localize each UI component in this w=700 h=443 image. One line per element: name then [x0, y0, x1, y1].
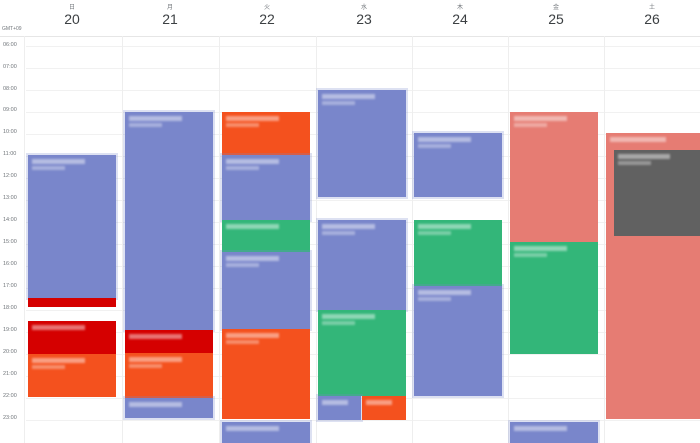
hour-gridline	[26, 46, 700, 47]
hour-gridline	[26, 420, 700, 421]
day-of-week: 火	[263, 5, 270, 11]
day-header-sun[interactable]: 日 20	[24, 0, 120, 36]
calendar-event[interactable]	[28, 354, 116, 397]
calendar-event[interactable]	[362, 396, 406, 420]
hour-label: 22:00	[3, 393, 17, 399]
hour-label: 21:00	[3, 371, 17, 377]
day-of-week: 日	[68, 5, 75, 11]
calendar-event[interactable]	[222, 422, 310, 443]
day-separator	[508, 36, 509, 443]
day-separator	[316, 36, 317, 443]
calendar-event[interactable]	[222, 112, 310, 155]
hour-label: 17:00	[3, 283, 17, 289]
day-number[interactable]: 23	[356, 11, 372, 27]
week-header: GMT+09 日 20 月 21 火 22 水 23 木 24 金 25 土 2…	[0, 0, 700, 37]
hour-label: 20:00	[3, 349, 17, 355]
hour-label: 13:00	[3, 195, 17, 201]
day-number[interactable]: 26	[644, 11, 660, 27]
day-number[interactable]: 20	[64, 11, 80, 27]
calendar-event[interactable]	[510, 422, 598, 443]
day-of-week: 水	[360, 5, 367, 11]
day-header-mon[interactable]: 月 21	[122, 0, 218, 36]
day-of-week: 月	[166, 5, 173, 11]
hour-label: 09:00	[3, 107, 17, 113]
calendar-event[interactable]	[414, 286, 502, 396]
hour-label: 08:00	[3, 86, 17, 92]
calendar-event[interactable]	[222, 155, 310, 220]
day-number[interactable]: 22	[259, 11, 275, 27]
hour-gridline	[26, 200, 700, 201]
day-of-week: 金	[552, 5, 559, 11]
hour-label: 10:00	[3, 129, 17, 135]
calendar-event[interactable]	[614, 150, 700, 236]
hour-label: 07:00	[3, 64, 17, 70]
calendar-event[interactable]	[28, 155, 116, 298]
hour-label: 11:00	[3, 151, 17, 157]
calendar-event[interactable]	[318, 220, 406, 310]
calendar-event[interactable]	[222, 220, 310, 252]
hour-label: 23:00	[3, 415, 17, 421]
day-header-sat[interactable]: 土 26	[604, 0, 700, 36]
calendar-event[interactable]	[414, 133, 502, 197]
calendar-grid[interactable]: 06:00 07:00 08:00 09:00 10:00 11:00 12:0…	[0, 36, 700, 443]
day-separator	[219, 36, 220, 443]
hour-label: 15:00	[3, 239, 17, 245]
calendar-event[interactable]	[222, 329, 310, 419]
hour-gridline	[26, 68, 700, 69]
day-of-week: 土	[648, 5, 655, 11]
calendar-event[interactable]	[318, 396, 361, 420]
day-number[interactable]: 21	[162, 11, 178, 27]
day-separator	[604, 36, 605, 443]
calendar-event[interactable]	[414, 220, 502, 286]
calendar-event[interactable]	[318, 90, 406, 197]
calendar-event[interactable]	[318, 310, 406, 396]
hour-label: 19:00	[3, 327, 17, 333]
calendar-event[interactable]	[125, 330, 213, 353]
day-separator	[122, 36, 123, 443]
day-separator	[412, 36, 413, 443]
day-of-week: 木	[456, 5, 463, 11]
calendar-event[interactable]	[125, 112, 213, 330]
hour-label: 06:00	[3, 42, 17, 48]
hour-label: 18:00	[3, 305, 17, 311]
day-separator	[24, 36, 25, 443]
calendar-event[interactable]	[28, 298, 116, 307]
hour-label: 12:00	[3, 173, 17, 179]
calendar-event[interactable]	[510, 112, 598, 242]
day-number[interactable]: 24	[452, 11, 468, 27]
day-header-thu[interactable]: 木 24	[412, 0, 508, 36]
day-header-tue[interactable]: 火 22	[219, 0, 315, 36]
day-header-fri[interactable]: 金 25	[508, 0, 604, 36]
calendar-event[interactable]	[125, 398, 213, 418]
calendar-event[interactable]	[222, 252, 310, 329]
calendar-event[interactable]	[125, 353, 213, 398]
calendar-event[interactable]	[510, 242, 598, 354]
day-number[interactable]: 25	[548, 11, 564, 27]
hour-label: 16:00	[3, 261, 17, 267]
day-header-wed[interactable]: 水 23	[316, 0, 412, 36]
timezone-label: GMT+09	[2, 26, 22, 32]
calendar-event[interactable]	[28, 321, 116, 354]
hour-label: 14:00	[3, 217, 17, 223]
